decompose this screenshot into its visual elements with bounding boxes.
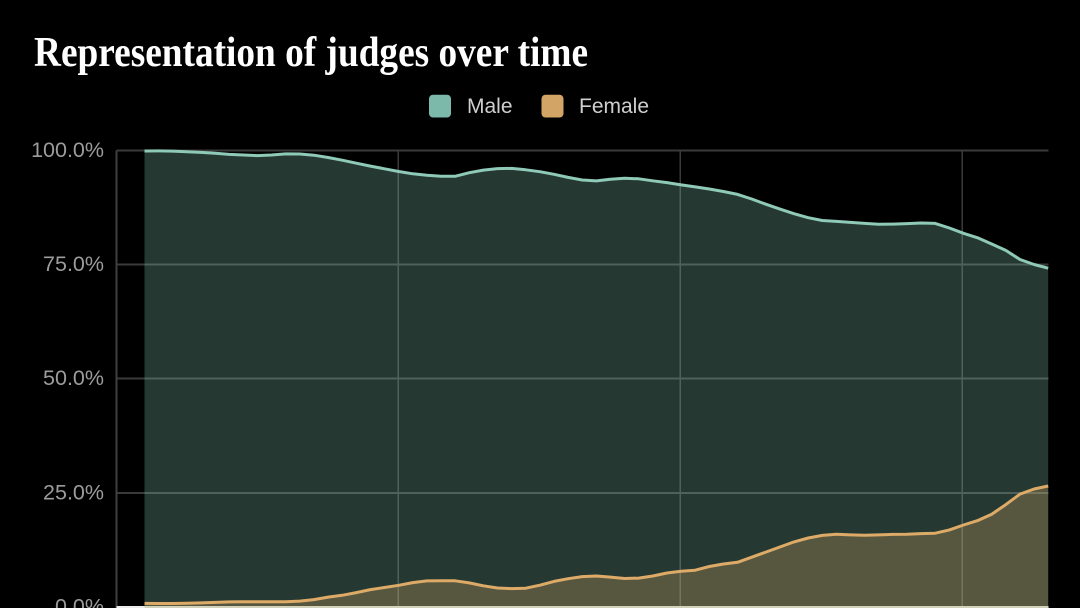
- svg-text:25.0%: 25.0%: [43, 480, 104, 504]
- svg-text:100.0%: 100.0%: [31, 138, 104, 162]
- svg-text:50.0%: 50.0%: [43, 366, 104, 390]
- svg-text:0.0%: 0.0%: [55, 595, 104, 608]
- svg-text:75.0%: 75.0%: [43, 252, 104, 276]
- svg-text:Representation of judges over: Representation of judges over time: [34, 30, 588, 76]
- svg-text:Male: Male: [467, 95, 513, 118]
- svg-text:Female: Female: [579, 95, 649, 118]
